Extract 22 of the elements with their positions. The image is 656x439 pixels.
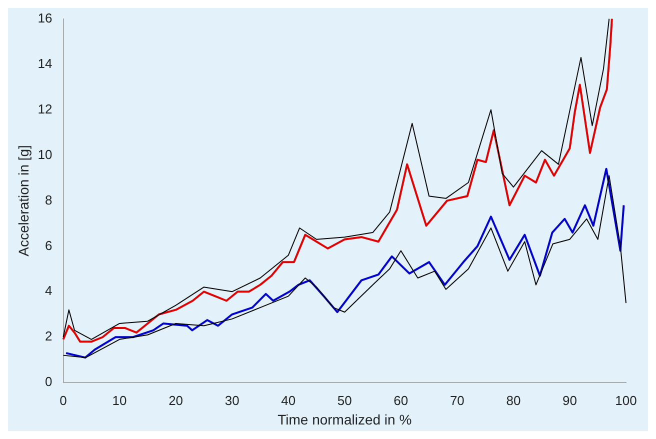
x-axis-title: Time normalized in %	[278, 411, 412, 428]
x-tick-label: 20	[168, 392, 184, 408]
x-tick-label: 80	[506, 392, 521, 408]
x-tick-label: 10	[112, 392, 127, 408]
x-tick-label: 70	[450, 392, 464, 408]
x-tick-label: 40	[281, 392, 296, 408]
x-tick-label: 0	[60, 392, 67, 408]
y-tick-label: 2	[45, 328, 52, 344]
y-tick-label: 10	[38, 146, 52, 162]
y-tick-label: 16	[38, 10, 52, 26]
x-tick-label: 50	[337, 392, 352, 408]
x-tick-label: 30	[224, 392, 240, 408]
y-tick-label: 14	[38, 56, 52, 71]
y-tick-label: 4	[45, 283, 52, 298]
x-tick-label: 60	[394, 392, 408, 408]
x-tick-label: 90	[562, 392, 577, 408]
y-tick-label: 8	[45, 192, 52, 208]
y-tick-label: 0	[45, 374, 52, 390]
y-axis-title: Acceleration in [g]	[15, 145, 32, 256]
y-tick-label: 6	[45, 238, 52, 253]
x-tick-label: 100	[615, 392, 637, 408]
y-tick-label: 12	[38, 101, 52, 116]
